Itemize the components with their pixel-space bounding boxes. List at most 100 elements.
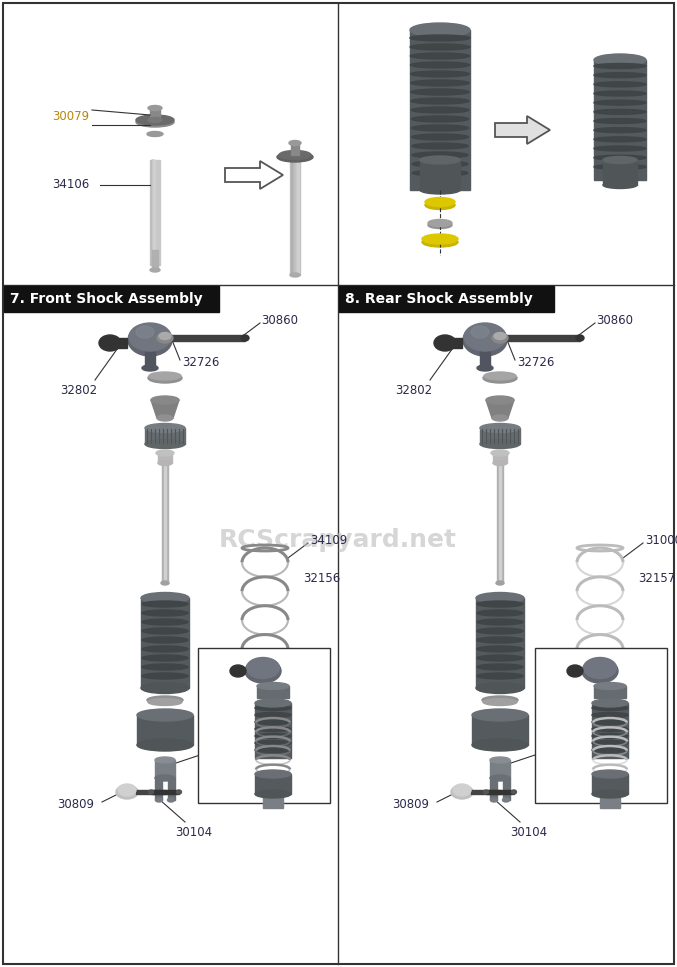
Bar	[150, 160, 160, 265]
Bar	[170, 335, 245, 341]
Ellipse shape	[471, 326, 489, 338]
Bar	[497, 453, 503, 583]
Bar	[291, 143, 299, 155]
Bar	[153, 160, 154, 265]
Ellipse shape	[425, 197, 455, 207]
Text: 34106: 34106	[52, 179, 89, 191]
Ellipse shape	[257, 683, 289, 689]
Bar	[4, 286, 219, 312]
Ellipse shape	[159, 333, 171, 339]
Ellipse shape	[594, 155, 646, 161]
Ellipse shape	[116, 785, 138, 799]
Bar	[136, 790, 166, 794]
Text: 32802: 32802	[395, 384, 432, 396]
Ellipse shape	[477, 673, 523, 679]
Ellipse shape	[255, 699, 291, 707]
Ellipse shape	[592, 713, 628, 718]
Bar	[257, 686, 289, 698]
Ellipse shape	[142, 610, 188, 616]
Bar	[490, 778, 497, 800]
Ellipse shape	[472, 709, 528, 721]
Ellipse shape	[477, 655, 523, 661]
Ellipse shape	[147, 696, 183, 704]
Bar	[151, 790, 179, 794]
Ellipse shape	[411, 89, 469, 95]
Text: 32156: 32156	[303, 571, 341, 584]
Ellipse shape	[483, 698, 517, 706]
Text: 30860: 30860	[261, 313, 298, 327]
Ellipse shape	[142, 601, 188, 607]
Text: 33751: 33751	[537, 747, 574, 759]
Ellipse shape	[147, 132, 163, 136]
Ellipse shape	[255, 747, 291, 752]
Ellipse shape	[477, 637, 523, 643]
Bar	[255, 774, 291, 794]
Ellipse shape	[155, 775, 175, 781]
Ellipse shape	[410, 62, 470, 68]
Ellipse shape	[255, 706, 291, 711]
Ellipse shape	[493, 460, 507, 465]
Ellipse shape	[483, 373, 517, 383]
Bar	[493, 453, 507, 463]
Ellipse shape	[420, 186, 460, 194]
Bar	[592, 703, 628, 758]
Ellipse shape	[476, 593, 524, 603]
Ellipse shape	[567, 665, 583, 677]
Ellipse shape	[148, 698, 182, 706]
Ellipse shape	[594, 101, 646, 105]
Ellipse shape	[410, 71, 469, 77]
Bar	[476, 598, 524, 688]
Ellipse shape	[277, 152, 313, 162]
Bar	[499, 453, 501, 583]
Ellipse shape	[141, 683, 189, 693]
Bar	[152, 250, 158, 270]
Bar	[294, 150, 296, 275]
Ellipse shape	[142, 619, 188, 625]
Bar	[292, 150, 294, 275]
Ellipse shape	[255, 713, 291, 718]
Ellipse shape	[142, 365, 158, 371]
Polygon shape	[486, 400, 514, 418]
Bar	[152, 160, 154, 265]
Bar	[153, 160, 154, 265]
Ellipse shape	[246, 658, 280, 679]
Ellipse shape	[428, 220, 452, 226]
Bar	[592, 774, 628, 794]
Bar	[151, 160, 153, 265]
Bar	[137, 715, 193, 745]
Ellipse shape	[145, 424, 185, 432]
Bar	[490, 760, 510, 778]
Ellipse shape	[594, 683, 626, 689]
Polygon shape	[225, 161, 283, 189]
Ellipse shape	[477, 664, 523, 670]
Bar	[145, 428, 185, 444]
Bar	[339, 286, 554, 312]
Bar	[480, 350, 490, 368]
Text: 31000: 31000	[645, 535, 677, 547]
Ellipse shape	[463, 324, 507, 356]
Bar	[255, 703, 291, 758]
Ellipse shape	[142, 646, 188, 652]
Polygon shape	[151, 400, 179, 418]
Ellipse shape	[594, 64, 646, 69]
Bar	[145, 350, 155, 368]
Ellipse shape	[142, 655, 188, 661]
Bar	[152, 160, 154, 265]
Ellipse shape	[477, 646, 523, 652]
Ellipse shape	[410, 35, 470, 41]
Text: 33751: 33751	[202, 747, 239, 759]
Ellipse shape	[255, 770, 291, 778]
Ellipse shape	[412, 134, 468, 140]
Ellipse shape	[422, 234, 458, 244]
Ellipse shape	[289, 140, 301, 145]
Bar	[151, 160, 152, 265]
Ellipse shape	[177, 790, 181, 794]
Ellipse shape	[410, 44, 470, 50]
Ellipse shape	[137, 709, 193, 721]
Ellipse shape	[494, 333, 506, 339]
Ellipse shape	[594, 82, 646, 87]
Ellipse shape	[477, 601, 523, 607]
Ellipse shape	[592, 726, 628, 731]
Bar	[603, 160, 637, 185]
Bar	[155, 760, 175, 778]
